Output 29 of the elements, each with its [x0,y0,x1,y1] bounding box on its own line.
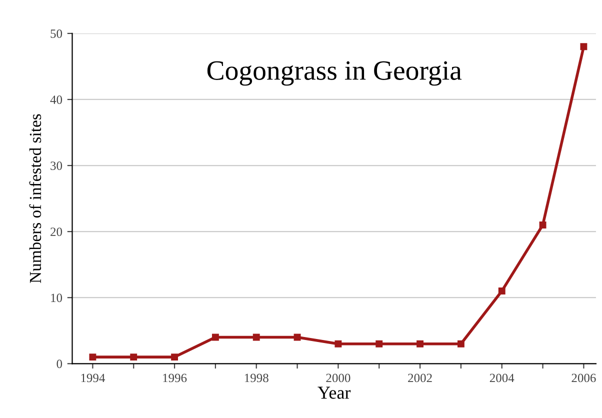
point [457,340,464,348]
y-tick-label: 30 [50,162,62,170]
point [252,334,260,341]
y-tick-label: 0 [56,360,62,368]
x-tick-label: 1994 [81,374,106,382]
point [376,340,383,348]
text: Cogongrass in Georgia [207,61,462,86]
point [212,334,219,341]
point [130,354,138,361]
x-tick-label: 2002 [408,374,432,382]
point [334,340,342,348]
point [580,43,588,50]
x-tick-label: 2000 [326,374,350,382]
point [498,288,506,294]
point [171,354,178,361]
point [294,334,301,341]
x-tick-label: 2004 [490,374,514,382]
point [539,221,546,228]
y-tick-label: 20 [50,228,62,236]
y-tick-label: 50 [50,29,62,38]
y-axis-title: Numbers of infested sites [29,114,42,284]
x-axis-title: Year [318,386,351,399]
y-tick-label: 10 [51,294,62,302]
x-tick-label: 1996 [163,374,187,382]
point [416,340,424,348]
x-tick-label: 2006 [572,374,596,382]
x-tick-label: 1998 [244,374,268,382]
point [89,354,96,361]
y-tick-label: 40 [50,96,62,104]
